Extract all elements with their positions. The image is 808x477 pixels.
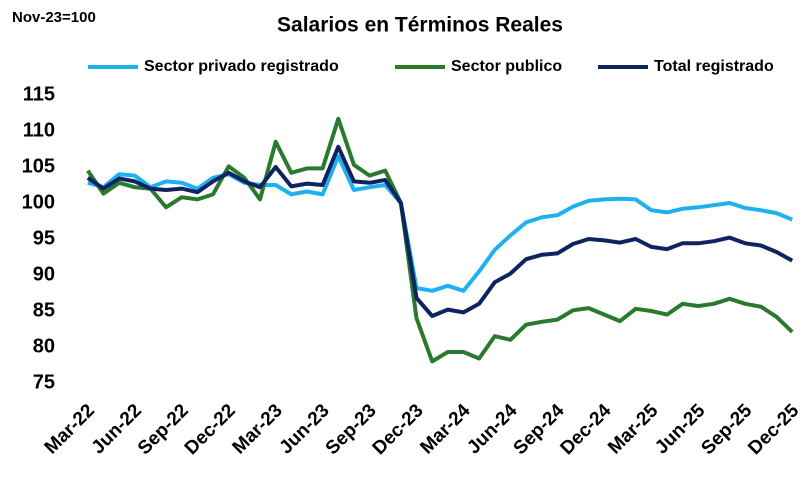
x-tick-label: Jun-23 [276, 400, 334, 458]
x-tick-label: Mar-22 [41, 400, 99, 458]
legend-label: Sector publico [451, 58, 562, 75]
chart-title: Salarios en Términos Reales [277, 14, 563, 37]
legend-label: Total registrado [654, 58, 774, 75]
legend-label: Sector privado registrado [144, 58, 339, 75]
series-line [86, 144, 794, 318]
x-tick-label: Sep-25 [697, 400, 756, 459]
x-tick-label: Dec-23 [369, 400, 428, 459]
x-tick-label: Sep-24 [510, 400, 569, 459]
y-tick-label: 100 [22, 191, 55, 213]
y-tick-label: 115 [23, 83, 55, 105]
y-tick-label: 95 [33, 227, 55, 249]
y-tick-label: 110 [23, 119, 55, 141]
x-tick-label: Dec-24 [557, 400, 616, 459]
x-tick-label: Jun-22 [88, 400, 146, 458]
x-tick-label: Mar-25 [604, 400, 662, 458]
y-tick-label: 90 [33, 263, 55, 285]
x-tick-label: Mar-24 [416, 400, 474, 458]
x-tick-label: Dec-25 [744, 400, 803, 459]
x-tick-label: Sep-23 [322, 400, 381, 459]
y-tick-label: 75 [33, 371, 55, 393]
y-tick-label: 80 [33, 335, 55, 357]
x-tick-label: Jun-25 [651, 400, 709, 458]
series-line [87, 154, 793, 293]
x-tick-label: Sep-22 [134, 400, 193, 459]
series-line [86, 116, 794, 364]
x-tick-label: Mar-23 [229, 400, 287, 458]
y-tick-label: 105 [22, 155, 55, 177]
x-tick-label: Dec-22 [181, 400, 240, 459]
y-tick-label: 85 [33, 299, 55, 321]
chart-subtitle: Nov-23=100 [12, 9, 96, 26]
x-tick-label: Jun-24 [463, 400, 521, 458]
